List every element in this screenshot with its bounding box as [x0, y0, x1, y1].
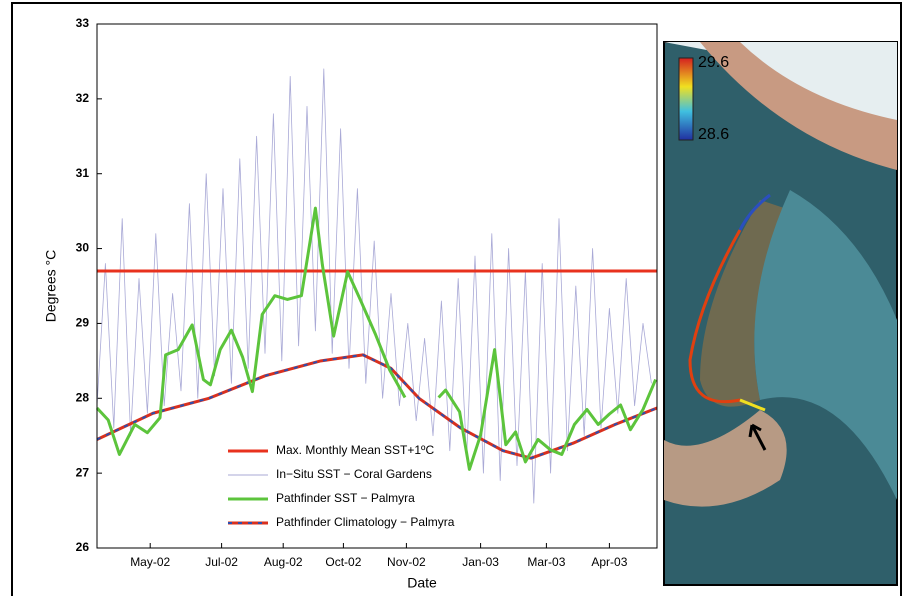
legend-label: In−Situ SST − Coral Gardens [276, 467, 432, 481]
legend-label: Pathfinder Climatology − Palmyra [276, 515, 455, 529]
y-tick-label: 29 [76, 316, 90, 330]
y-tick-label: 32 [76, 91, 90, 105]
x-tick-label: Aug-02 [264, 555, 303, 569]
frame [11, 2, 902, 596]
x-tick-label: Mar-03 [527, 555, 565, 569]
x-tick-label: Oct-02 [325, 555, 361, 569]
y-tick-label: 26 [76, 540, 90, 554]
x-tick-label: Nov-02 [387, 555, 426, 569]
colorbar-max: 29.6 [698, 54, 729, 71]
series-line-dash [96, 353, 658, 460]
x-tick-label: Jan-03 [462, 555, 499, 569]
x-tick-label: May-02 [130, 555, 170, 569]
legend-label: Pathfinder SST − Palmyra [276, 491, 415, 505]
series-line [95, 206, 657, 471]
series-line [96, 68, 652, 504]
colorbar-min: 28.6 [698, 126, 729, 143]
legend-label: Max. Monthly Mean SST+1ºC [276, 443, 434, 457]
axes-box [96, 23, 658, 549]
y-axis-label: Degrees °C [43, 250, 59, 323]
y-tick-label: 30 [76, 241, 90, 255]
x-tick-label: Apr-03 [591, 555, 627, 569]
x-tick-label: Jul-02 [205, 555, 238, 569]
y-tick-label: 28 [76, 390, 90, 404]
y-tick-label: 33 [76, 16, 90, 30]
y-tick-label: 31 [76, 166, 90, 180]
satellite-panel: 29.6 28.6 [663, 41, 898, 586]
x-axis-label: Date [407, 575, 437, 591]
y-tick-label: 27 [76, 465, 90, 479]
